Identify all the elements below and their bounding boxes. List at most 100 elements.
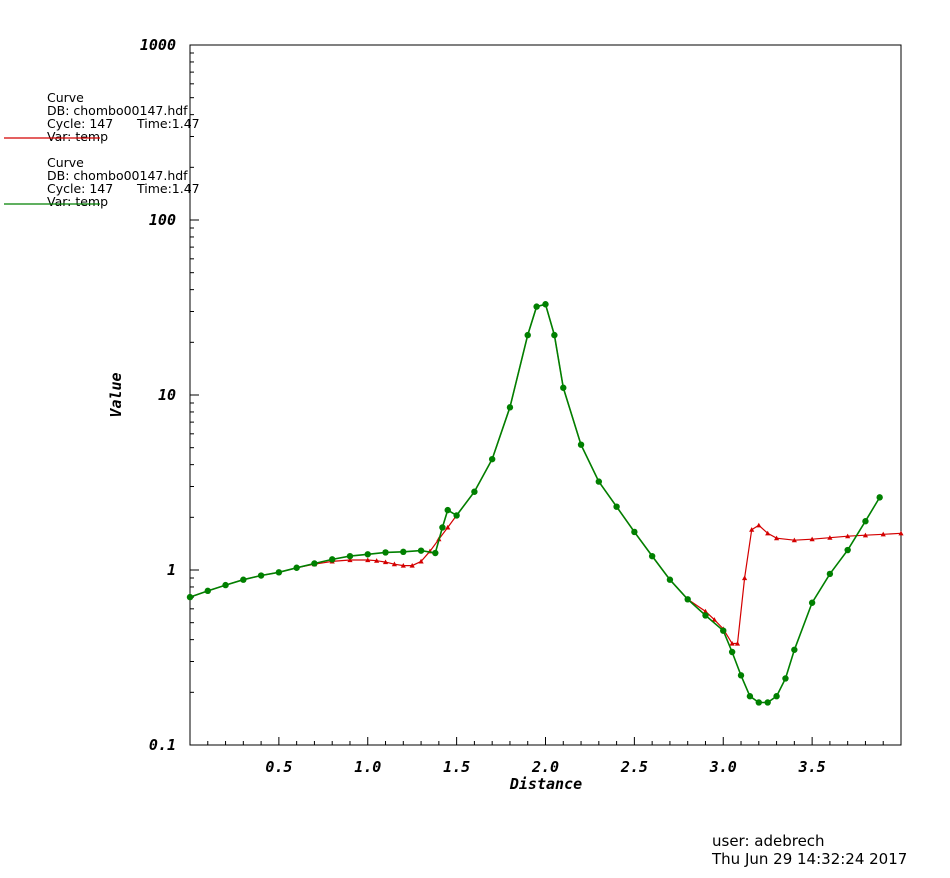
data-point bbox=[845, 533, 851, 539]
data-point bbox=[445, 524, 451, 530]
legend-2-title: Curve bbox=[47, 155, 84, 170]
data-point bbox=[791, 537, 797, 543]
x-tick-label: 1.0 bbox=[354, 758, 381, 776]
legend-2-cycle: Cycle: 147 bbox=[47, 181, 113, 196]
data-point bbox=[862, 532, 869, 538]
series-2-line bbox=[189, 303, 881, 704]
data-point bbox=[782, 675, 789, 682]
x-axis-title: Distance bbox=[509, 775, 582, 793]
data-point bbox=[729, 640, 735, 646]
x-tick-label: 0.5 bbox=[265, 758, 292, 776]
data-point bbox=[773, 535, 780, 541]
legend-2-db: DB: chombo00147.hdf bbox=[47, 168, 188, 183]
x-tick-label: 2.5 bbox=[620, 758, 648, 776]
data-point bbox=[204, 587, 211, 595]
legend-entry-1: Curve DB: chombo00147.hdf Cycle: 147 Tim… bbox=[4, 90, 200, 144]
x-tick-label: 1.5 bbox=[443, 758, 470, 776]
data-point bbox=[737, 672, 745, 679]
data-point bbox=[257, 572, 265, 579]
data-point bbox=[293, 564, 300, 571]
legend-1-title: Curve bbox=[47, 90, 84, 105]
data-point bbox=[755, 699, 762, 706]
data-point bbox=[876, 494, 883, 501]
data-point bbox=[551, 331, 558, 339]
data-point bbox=[488, 455, 496, 463]
legend-1-db: DB: chombo00147.hdf bbox=[47, 103, 188, 118]
data-point bbox=[329, 556, 336, 563]
series-1 bbox=[187, 301, 904, 646]
data-point bbox=[374, 558, 380, 563]
data-point bbox=[702, 608, 709, 614]
data-point bbox=[186, 593, 194, 601]
data-point bbox=[734, 640, 741, 646]
data-point bbox=[364, 551, 371, 558]
data-point bbox=[382, 549, 389, 556]
data-point bbox=[880, 531, 886, 537]
data-point bbox=[773, 693, 780, 700]
data-point bbox=[346, 552, 354, 560]
y-tick-label: 1 bbox=[167, 561, 176, 579]
y-axis-title: Value bbox=[107, 372, 125, 417]
data-point bbox=[684, 596, 691, 603]
data-point bbox=[391, 561, 398, 567]
data-point bbox=[432, 549, 439, 557]
data-point bbox=[826, 570, 834, 578]
y-tick-label: 10 bbox=[158, 386, 176, 404]
data-point bbox=[506, 404, 514, 411]
data-point bbox=[648, 552, 656, 560]
legend-entry-2: Curve DB: chombo00147.hdf Cycle: 147 Tim… bbox=[4, 155, 200, 209]
data-point bbox=[577, 441, 585, 448]
data-point bbox=[862, 518, 869, 525]
x-tick-label: 3.5 bbox=[798, 758, 826, 776]
data-point bbox=[347, 557, 353, 563]
legend-1-cycle: Cycle: 147 bbox=[47, 116, 113, 131]
axes: 0.5 1.0 1.5 2.0 2.5 3.0 3.5 0.1 1 10 100 1000 bbox=[140, 36, 884, 776]
y-tick-label: 0.1 bbox=[149, 736, 176, 754]
data-point bbox=[756, 522, 762, 528]
legend: Curve DB: chombo00147.hdf Cycle: 147 Tim… bbox=[4, 90, 200, 209]
y-tick-label: 100 bbox=[149, 211, 176, 229]
series-layer bbox=[186, 301, 904, 706]
data-point bbox=[791, 646, 798, 653]
data-point bbox=[898, 530, 904, 536]
data-point bbox=[728, 648, 736, 656]
data-point bbox=[711, 617, 717, 622]
data-point bbox=[827, 535, 833, 540]
data-point bbox=[382, 559, 389, 565]
series-2 bbox=[186, 301, 883, 706]
legend-2-var: Var: temp bbox=[47, 194, 108, 209]
data-point bbox=[533, 303, 540, 310]
data-point bbox=[400, 548, 407, 556]
data-point bbox=[560, 384, 567, 391]
data-point bbox=[222, 581, 229, 589]
data-point bbox=[444, 506, 451, 514]
data-point bbox=[471, 488, 478, 495]
data-point bbox=[809, 536, 815, 542]
data-point bbox=[542, 301, 549, 308]
series-1-line bbox=[189, 303, 902, 645]
data-point bbox=[741, 575, 748, 581]
footer-user: user: adebrech bbox=[712, 832, 825, 850]
data-point bbox=[720, 627, 727, 634]
legend-1-var: Var: temp bbox=[47, 129, 108, 144]
data-point bbox=[418, 558, 424, 564]
data-point bbox=[595, 478, 603, 485]
data-point bbox=[439, 524, 446, 531]
footer-timestamp: Thu Jun 29 14:32:24 2017 bbox=[711, 850, 907, 868]
data-point bbox=[275, 569, 283, 576]
data-point bbox=[702, 612, 709, 619]
legend-2-time: Time:1.47 bbox=[136, 181, 200, 196]
data-point bbox=[417, 547, 425, 554]
data-point bbox=[400, 562, 406, 568]
data-point bbox=[749, 527, 755, 532]
x-tick-label: 2.0 bbox=[531, 758, 559, 776]
data-point bbox=[524, 331, 531, 339]
data-point bbox=[764, 699, 771, 706]
data-point bbox=[746, 693, 754, 700]
data-point bbox=[613, 503, 620, 510]
legend-1-time: Time:1.47 bbox=[136, 116, 200, 131]
x-tick-label: 3.0 bbox=[709, 758, 737, 776]
y-tick-label: 1000 bbox=[140, 36, 176, 54]
plot-frame bbox=[189, 44, 902, 746]
